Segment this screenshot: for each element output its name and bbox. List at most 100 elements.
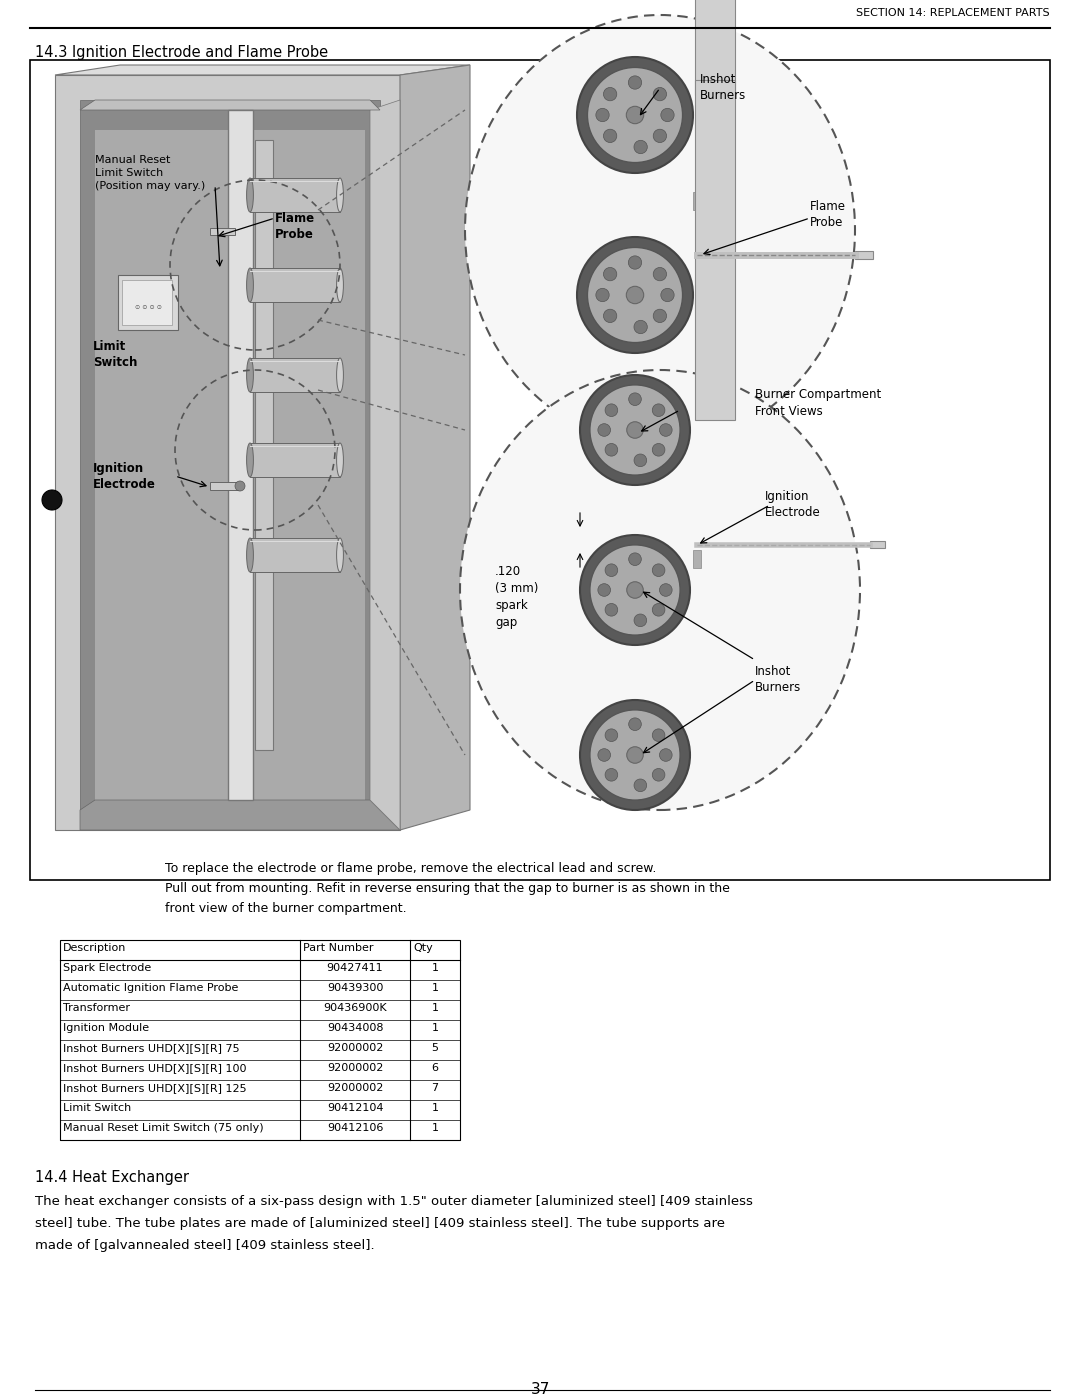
Text: 92000002: 92000002 bbox=[327, 1083, 383, 1092]
Text: Limit
Switch: Limit Switch bbox=[93, 339, 137, 369]
Circle shape bbox=[580, 535, 690, 645]
Ellipse shape bbox=[246, 268, 254, 302]
Circle shape bbox=[629, 553, 642, 566]
Circle shape bbox=[626, 581, 644, 598]
Bar bbox=[30, 60, 1050, 880]
Circle shape bbox=[235, 481, 245, 490]
Circle shape bbox=[604, 129, 617, 142]
Circle shape bbox=[652, 404, 665, 416]
Bar bbox=[122, 279, 172, 326]
Text: 1: 1 bbox=[432, 1123, 438, 1133]
Circle shape bbox=[626, 422, 644, 439]
Circle shape bbox=[605, 604, 618, 616]
Circle shape bbox=[590, 386, 680, 475]
Text: .120
(3 mm)
spark
gap: .120 (3 mm) spark gap bbox=[495, 564, 538, 629]
Bar bbox=[870, 541, 885, 548]
Bar bbox=[210, 482, 240, 490]
Bar bbox=[249, 268, 340, 302]
Circle shape bbox=[652, 564, 665, 577]
Text: Pull out from mounting. Refit in reverse ensuring that the gap to burner is as s: Pull out from mounting. Refit in reverse… bbox=[165, 882, 730, 895]
Circle shape bbox=[604, 267, 617, 281]
Circle shape bbox=[653, 267, 666, 281]
Text: 1: 1 bbox=[432, 1104, 438, 1113]
Text: 5: 5 bbox=[432, 1044, 438, 1053]
Circle shape bbox=[604, 88, 617, 101]
Circle shape bbox=[629, 256, 642, 270]
Text: Inshot Burners UHD[X][S][R] 100: Inshot Burners UHD[X][S][R] 100 bbox=[63, 1063, 246, 1073]
Circle shape bbox=[652, 768, 665, 781]
Bar bbox=[693, 550, 701, 569]
Circle shape bbox=[653, 309, 666, 323]
Bar bbox=[210, 228, 235, 235]
Text: 90434008: 90434008 bbox=[327, 1023, 383, 1032]
Polygon shape bbox=[370, 101, 400, 830]
Circle shape bbox=[598, 423, 610, 436]
Text: Part Number: Part Number bbox=[303, 943, 374, 953]
Text: SECTION 14: REPLACEMENT PARTS: SECTION 14: REPLACEMENT PARTS bbox=[856, 8, 1050, 18]
Bar bbox=[249, 443, 340, 476]
Text: Ignition
Electrode: Ignition Electrode bbox=[765, 490, 821, 520]
Bar bbox=[249, 538, 340, 571]
Text: Inshot
Burners: Inshot Burners bbox=[755, 665, 801, 694]
Text: To replace the electrode or flame probe, remove the electrical lead and screw.: To replace the electrode or flame probe,… bbox=[165, 862, 657, 875]
Text: Qty: Qty bbox=[413, 943, 433, 953]
Circle shape bbox=[596, 109, 609, 122]
Ellipse shape bbox=[337, 177, 343, 212]
Circle shape bbox=[577, 237, 693, 353]
Bar bbox=[255, 140, 273, 750]
Text: steel] tube. The tube plates are made of [aluminized steel] [409 stainless steel: steel] tube. The tube plates are made of… bbox=[35, 1217, 725, 1229]
Circle shape bbox=[661, 288, 674, 302]
Circle shape bbox=[634, 780, 647, 792]
Circle shape bbox=[629, 718, 642, 731]
Text: 14.4 Heat Exchanger: 14.4 Heat Exchanger bbox=[35, 1171, 189, 1185]
Bar bbox=[696, 0, 735, 95]
Text: 1: 1 bbox=[432, 1003, 438, 1013]
Circle shape bbox=[660, 749, 672, 761]
Ellipse shape bbox=[246, 538, 254, 571]
Circle shape bbox=[653, 88, 666, 101]
Text: Flame
Probe: Flame Probe bbox=[810, 200, 846, 229]
Text: 1: 1 bbox=[432, 983, 438, 993]
Circle shape bbox=[604, 309, 617, 323]
Bar bbox=[249, 358, 340, 393]
Circle shape bbox=[660, 423, 672, 436]
Text: Manual Reset
Limit Switch
(Position may vary.): Manual Reset Limit Switch (Position may … bbox=[95, 155, 205, 191]
Bar bbox=[95, 130, 365, 800]
Text: Ignition Module: Ignition Module bbox=[63, 1023, 149, 1032]
Text: Manual Reset Limit Switch (75 only): Manual Reset Limit Switch (75 only) bbox=[63, 1123, 264, 1133]
Circle shape bbox=[634, 140, 647, 154]
Circle shape bbox=[629, 393, 642, 405]
Circle shape bbox=[605, 564, 618, 577]
Text: Inshot Burners UHD[X][S][R] 75: Inshot Burners UHD[X][S][R] 75 bbox=[63, 1044, 240, 1053]
Text: front view of the burner compartment.: front view of the burner compartment. bbox=[165, 902, 407, 915]
Text: ⊙ ⊙ ⊙ ⊙: ⊙ ⊙ ⊙ ⊙ bbox=[135, 305, 162, 310]
Circle shape bbox=[661, 109, 674, 122]
Polygon shape bbox=[80, 101, 380, 110]
Bar bbox=[696, 80, 735, 420]
Text: Spark Electrode: Spark Electrode bbox=[63, 963, 151, 972]
Text: Description: Description bbox=[63, 943, 126, 953]
Circle shape bbox=[598, 584, 610, 597]
Ellipse shape bbox=[246, 443, 254, 476]
Ellipse shape bbox=[337, 358, 343, 393]
Ellipse shape bbox=[337, 443, 343, 476]
Ellipse shape bbox=[465, 15, 855, 446]
Text: 90412106: 90412106 bbox=[327, 1123, 383, 1133]
Text: Automatic Ignition Flame Probe: Automatic Ignition Flame Probe bbox=[63, 983, 239, 993]
Polygon shape bbox=[400, 66, 470, 830]
Circle shape bbox=[605, 404, 618, 416]
Ellipse shape bbox=[460, 370, 860, 810]
Text: 1: 1 bbox=[432, 1023, 438, 1032]
Circle shape bbox=[626, 747, 644, 763]
Bar bbox=[228, 110, 253, 800]
Circle shape bbox=[634, 454, 647, 467]
Text: made of [galvannealed steel] [409 stainless steel].: made of [galvannealed steel] [409 stainl… bbox=[35, 1239, 375, 1252]
Circle shape bbox=[588, 67, 683, 162]
Text: 90412104: 90412104 bbox=[327, 1104, 383, 1113]
Text: Burner Compartment
Front Views: Burner Compartment Front Views bbox=[755, 388, 881, 418]
Circle shape bbox=[629, 75, 642, 89]
Text: Flame
Probe: Flame Probe bbox=[275, 212, 315, 242]
Circle shape bbox=[652, 729, 665, 742]
Circle shape bbox=[626, 286, 644, 303]
Polygon shape bbox=[55, 75, 400, 830]
